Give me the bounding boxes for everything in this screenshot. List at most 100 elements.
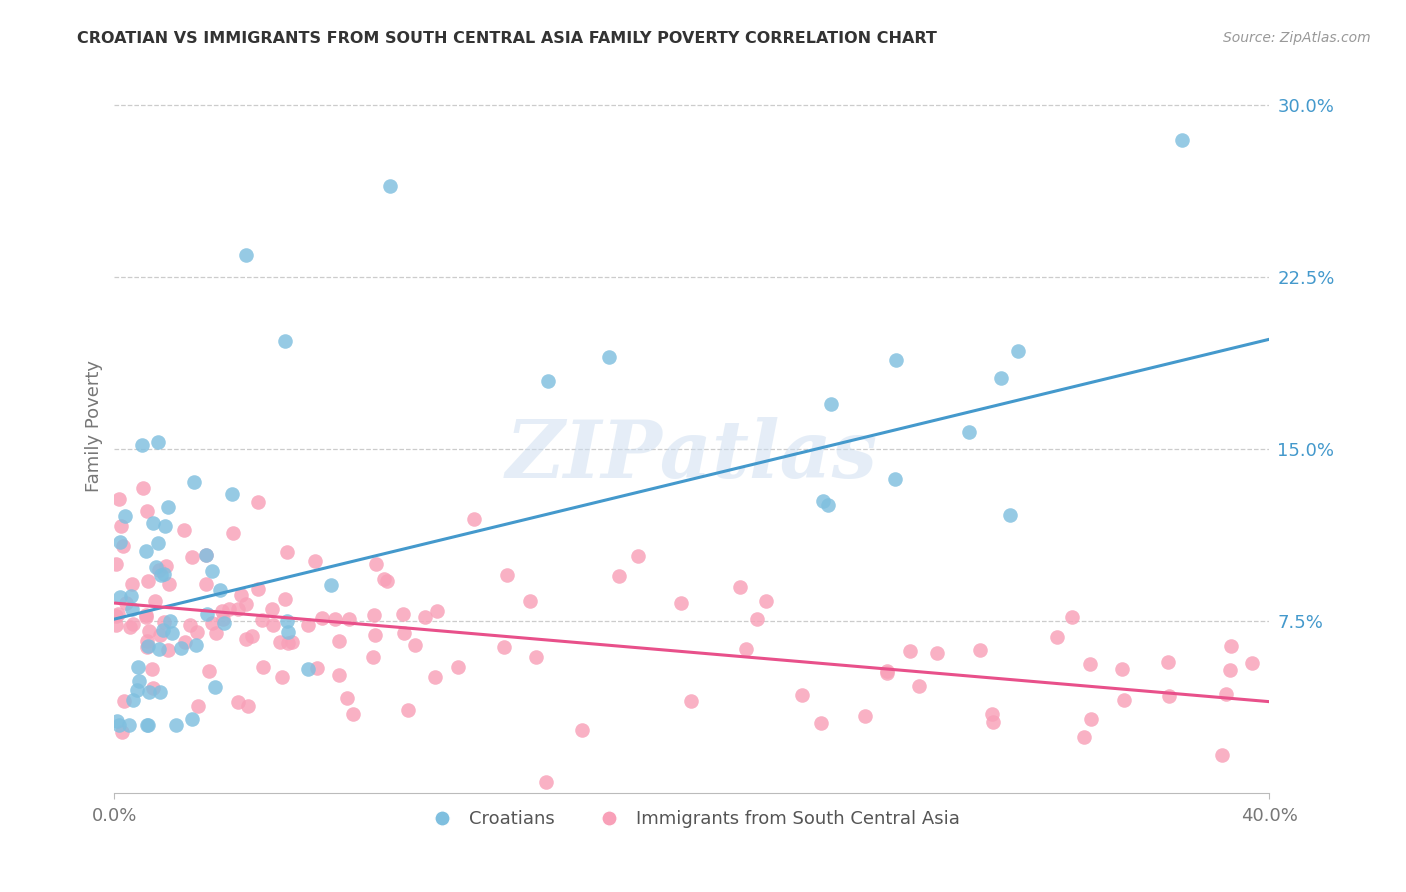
- Point: [149, 628, 172, 642]
- Point: [426, 604, 449, 618]
- Point: [404, 638, 426, 652]
- Point: [998, 508, 1021, 522]
- Point: [135, 610, 157, 624]
- Point: [108, 717, 131, 731]
- Point: [122, 616, 145, 631]
- Point: [884, 353, 907, 368]
- Point: [211, 612, 233, 626]
- Point: [221, 486, 243, 500]
- Point: [363, 608, 385, 623]
- Point: [853, 708, 876, 723]
- Point: [277, 636, 299, 650]
- Point: [969, 642, 991, 657]
- Point: [181, 549, 204, 564]
- Point: [319, 578, 342, 592]
- Point: [277, 625, 299, 640]
- Point: [328, 633, 350, 648]
- Point: [297, 662, 319, 676]
- Point: [276, 545, 298, 559]
- Point: [200, 615, 222, 630]
- Point: [734, 642, 756, 657]
- Point: [323, 612, 346, 626]
- Point: [270, 670, 292, 684]
- Point: [195, 548, 218, 562]
- Point: [876, 664, 898, 678]
- Point: [136, 574, 159, 588]
- Point: [423, 670, 446, 684]
- Point: [598, 351, 620, 365]
- Point: [238, 699, 260, 714]
- Point: [186, 624, 208, 639]
- Point: [195, 607, 218, 621]
- Point: [218, 601, 240, 615]
- Point: [127, 660, 149, 674]
- Point: [121, 577, 143, 591]
- Point: [876, 665, 898, 680]
- Point: [754, 594, 776, 608]
- Point: [240, 629, 263, 643]
- Point: [111, 539, 134, 553]
- Point: [1211, 747, 1233, 762]
- Point: [173, 523, 195, 537]
- Point: [195, 576, 218, 591]
- Point: [201, 565, 224, 579]
- Point: [146, 535, 169, 549]
- Point: [339, 612, 361, 626]
- Point: [118, 717, 141, 731]
- Point: [114, 508, 136, 523]
- Point: [396, 703, 419, 717]
- Point: [311, 610, 333, 624]
- Point: [363, 650, 385, 665]
- Point: [728, 580, 751, 594]
- Point: [165, 717, 187, 731]
- Point: [107, 607, 129, 621]
- Point: [1157, 655, 1180, 669]
- Point: [226, 601, 249, 615]
- Point: [1060, 609, 1083, 624]
- Point: [679, 694, 702, 708]
- Point: [990, 371, 1012, 385]
- Point: [204, 681, 226, 695]
- Point: [118, 620, 141, 634]
- Point: [247, 494, 270, 508]
- Point: [115, 596, 138, 610]
- Point: [131, 438, 153, 452]
- Point: [364, 557, 387, 571]
- Point: [496, 568, 519, 582]
- Point: [157, 643, 180, 657]
- Point: [135, 544, 157, 558]
- Point: [908, 679, 931, 693]
- Point: [790, 688, 813, 702]
- Point: [160, 626, 183, 640]
- Point: [276, 615, 298, 629]
- Point: [262, 618, 284, 632]
- Point: [1220, 640, 1243, 654]
- Point: [378, 178, 401, 193]
- Point: [107, 492, 129, 507]
- Point: [136, 717, 159, 731]
- Point: [235, 247, 257, 261]
- Point: [179, 617, 201, 632]
- Point: [1046, 631, 1069, 645]
- Point: [269, 635, 291, 649]
- Point: [145, 559, 167, 574]
- Point: [524, 649, 547, 664]
- Point: [375, 574, 398, 588]
- Point: [537, 374, 560, 388]
- Point: [198, 664, 221, 678]
- Point: [669, 596, 692, 610]
- Point: [136, 639, 159, 653]
- Point: [143, 594, 166, 608]
- Point: [981, 714, 1004, 729]
- Point: [152, 615, 174, 630]
- Point: [211, 604, 233, 618]
- Point: [627, 549, 650, 563]
- Point: [246, 582, 269, 597]
- Point: [136, 504, 159, 518]
- Point: [392, 626, 415, 640]
- Point: [104, 558, 127, 572]
- Text: CROATIAN VS IMMIGRANTS FROM SOUTH CENTRAL ASIA FAMILY POVERTY CORRELATION CHART: CROATIAN VS IMMIGRANTS FROM SOUTH CENTRA…: [77, 31, 938, 46]
- Point: [108, 590, 131, 604]
- Point: [235, 632, 257, 647]
- Point: [392, 607, 415, 621]
